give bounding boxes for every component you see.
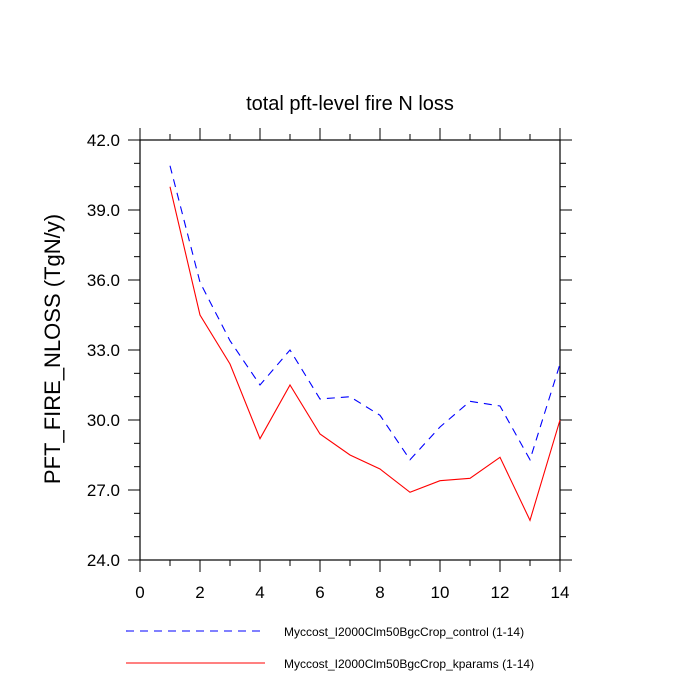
x-tick-label: 14	[551, 583, 570, 602]
x-tick-label: 12	[491, 583, 510, 602]
plot-border	[139, 139, 561, 561]
y-axis: 24.0 27.0 30.0 33.0 36.0 39.0 42.0	[87, 131, 572, 570]
series-line-1	[169, 165, 561, 462]
x-axis: 0 2 4 6 8 10 12 14	[135, 128, 569, 602]
y-tick-label: 42.0	[87, 131, 120, 150]
legend-label-2: Myccost_I2000Clm50BgcCrop_kparams (1-14)	[284, 657, 534, 671]
series-line-2	[169, 186, 561, 522]
x-tick-label: 2	[195, 583, 204, 602]
plot-frame	[139, 139, 561, 561]
legend: Myccost_I2000Clm50BgcCrop_control (1-14)…	[126, 625, 534, 671]
chart-title: total pft-level fire N loss	[246, 93, 454, 115]
x-tick-label: 6	[315, 583, 324, 602]
x-tick-label: 0	[135, 583, 144, 602]
y-tick-label: 36.0	[87, 271, 120, 290]
y-tick-label: 30.0	[87, 411, 120, 430]
legend-label-1: Myccost_I2000Clm50BgcCrop_control (1-14)	[284, 625, 524, 639]
x-tick-label: 4	[255, 583, 264, 602]
y-tick-label: 27.0	[87, 481, 120, 500]
x-tick-label: 8	[375, 583, 384, 602]
series-layer	[169, 165, 561, 522]
y-tick-label: 39.0	[87, 201, 120, 220]
y-tick-label: 33.0	[87, 341, 120, 360]
y-tick-label: 24.0	[87, 551, 120, 570]
y-axis-label: PFT_FIRE_NLOSS (TgN/y)	[40, 214, 65, 484]
x-tick-label: 10	[431, 583, 450, 602]
